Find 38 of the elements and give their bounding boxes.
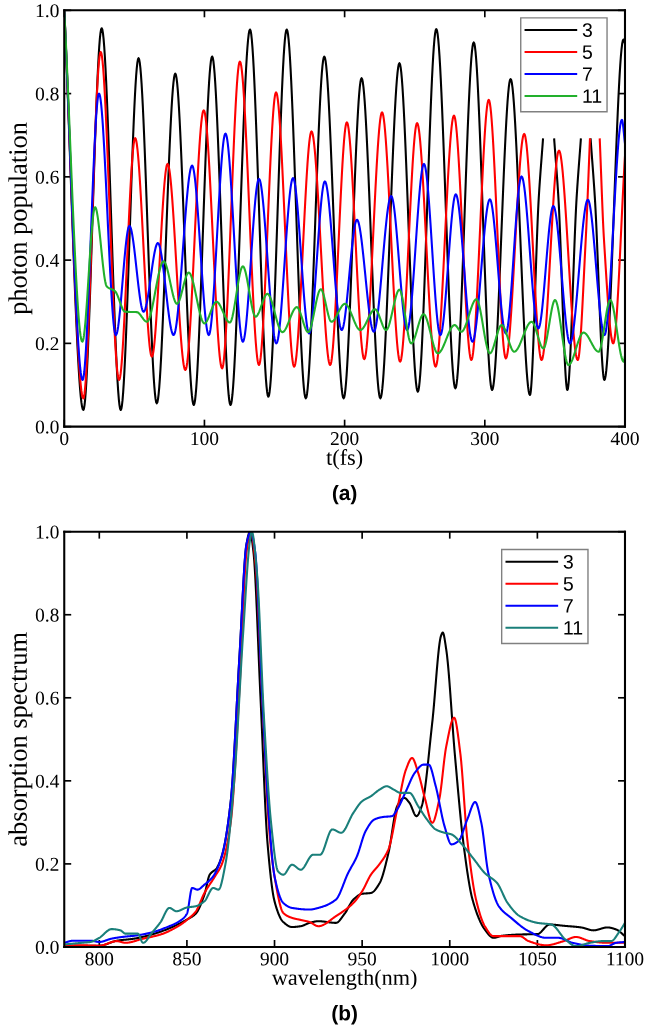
legend-label: 3 (582, 23, 592, 37)
y-axis-title: absorption spectrum (8, 632, 33, 846)
x-tick-label: 200 (330, 432, 359, 446)
y-tick-label: 0.0 (35, 940, 59, 954)
y-tick-label: 0.8 (35, 87, 59, 101)
x-tick-label: 900 (260, 952, 289, 966)
x-tick-label: 950 (348, 952, 376, 966)
y-tick-label: 0.8 (35, 608, 59, 622)
x-tick-label: 850 (173, 952, 201, 966)
x-axis-title: t(fs) (326, 449, 363, 470)
legend-label: 5 (582, 45, 592, 59)
y-tick-label: 0.2 (35, 857, 59, 871)
y-tick-label: 0.6 (35, 691, 59, 705)
legend-label: 3 (563, 554, 573, 569)
text: (b) (332, 1005, 357, 1025)
y-tick-label: 0.6 (35, 170, 59, 184)
x-tick-label: 1100 (607, 952, 644, 966)
text: (a) (332, 484, 357, 505)
y-axis-title: photon population (8, 122, 33, 315)
y-tick-label: 0.4 (35, 774, 60, 788)
legend-label: 5 (563, 577, 573, 591)
x-tick-label: 300 (471, 432, 499, 446)
y-tick-label: 1.0 (36, 4, 59, 18)
y-tick-label: 0.0 (35, 420, 59, 434)
y-tick-label: 0.4 (35, 253, 60, 268)
legend-label: 7 (582, 67, 592, 81)
legend-label: 7 (563, 599, 573, 613)
y-tick-label: 0.2 (35, 337, 59, 351)
x-tick-label: 800 (85, 952, 114, 966)
x-axis-title: wavelength(nm) (271, 969, 417, 990)
y-tick-label: 1.0 (36, 525, 59, 539)
legend-label: 11 (564, 621, 583, 635)
x-tick-label: 1000 (432, 952, 469, 966)
legend-label: 11 (583, 89, 602, 103)
x-tick-label: 100 (191, 432, 219, 446)
x-tick-label: 1050 (519, 952, 557, 966)
x-tick-label: 0 (60, 432, 69, 446)
x-tick-label: 400 (610, 432, 639, 446)
